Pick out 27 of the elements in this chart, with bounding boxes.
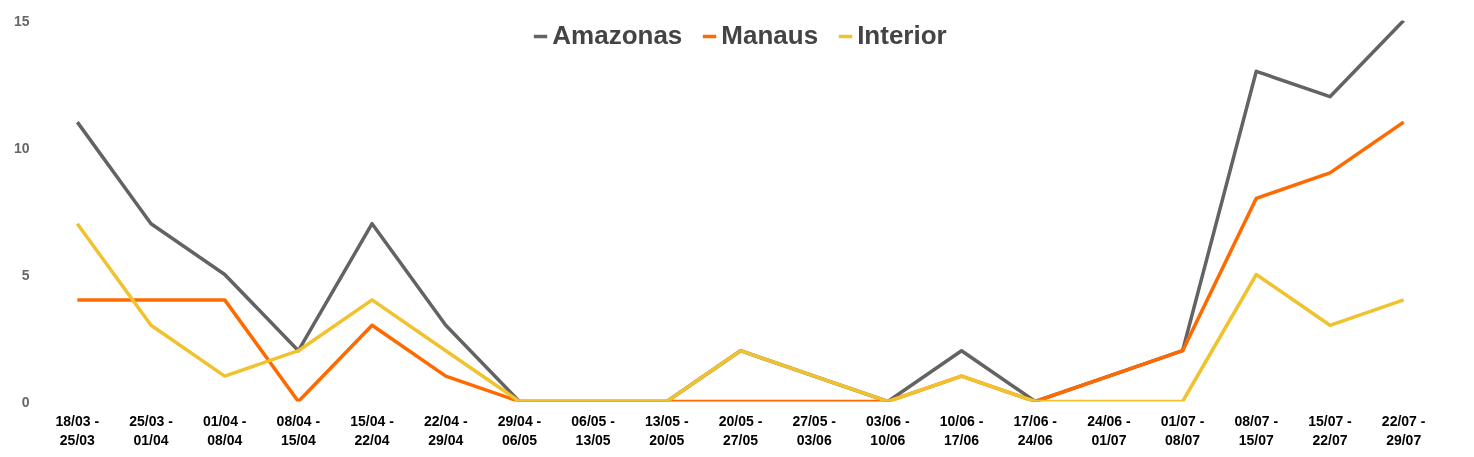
legend-label: Interior: [857, 20, 947, 51]
x-tick-label: 08/04 - 15/04: [276, 412, 321, 448]
line-series: [75, 221, 1406, 402]
x-tick-label: 27/05 - 03/06: [792, 412, 837, 448]
x-tick-label: 06/05 - 13/05: [571, 412, 616, 448]
y-tick-label: 5: [21, 266, 30, 283]
x-tick-label: 25/03 - 01/04: [129, 412, 174, 448]
y-tick-label: 10: [13, 139, 30, 156]
x-tick-label: 03/06 - 10/06: [866, 412, 910, 448]
legend-label: Amazonas: [552, 20, 683, 51]
y-tick-label: 15: [13, 12, 30, 29]
x-tick-label: 01/07 - 08/07: [1160, 412, 1205, 448]
y-tick-label: 0: [21, 393, 30, 410]
x-tick-label: 20/05 - 27/05: [718, 412, 763, 448]
x-tick-label: 24/06 - 01/07: [1087, 412, 1132, 448]
x-tick-label: 10/06 - 17/06: [939, 412, 984, 448]
x-tick-label: 22/04 - 29/04: [423, 412, 468, 448]
x-tick-label: 13/05 - 20/05: [645, 412, 689, 448]
x-tick-label: 01/04 - 08/04: [202, 412, 247, 448]
x-tick-label: 08/07 - 15/07: [1234, 412, 1279, 448]
x-tick-label: 29/04 - 06/05: [497, 412, 542, 448]
x-tick-label: 15/04 - 22/04: [350, 412, 395, 448]
legend-label: Manaus: [721, 20, 819, 51]
x-tick-label: 15/07 - 22/07: [1308, 412, 1353, 448]
x-tick-label: 17/06 - 24/06: [1013, 412, 1058, 448]
x-tick-label: 22/07 - 29/07: [1381, 412, 1426, 448]
x-tick-label: 18/03 - 25/03: [55, 412, 100, 448]
